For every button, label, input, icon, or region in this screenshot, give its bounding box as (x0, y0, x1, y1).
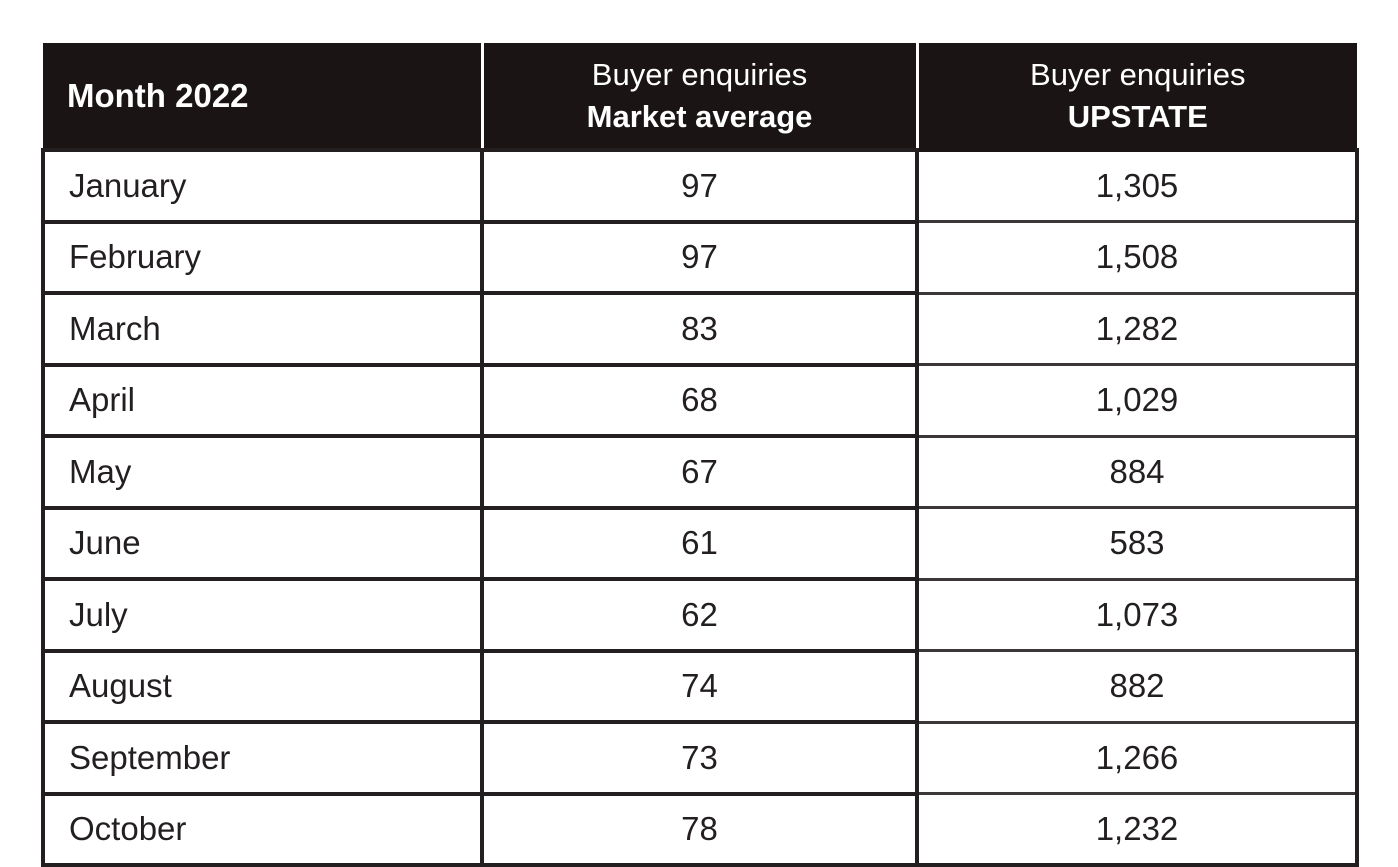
month-cell: July (41, 577, 484, 653)
month-cell: May (41, 434, 484, 510)
market-average-cell: 62 (480, 577, 919, 653)
upstate-cell: 1,508 (915, 220, 1359, 295)
month-cell: June (41, 505, 484, 581)
header-cell-month: Month 2022 (43, 43, 484, 150)
market-average-cell: 67 (480, 434, 919, 510)
month-cell: August (41, 648, 484, 724)
market-average-cell: 73 (480, 720, 919, 796)
upstate-cell: 583 (915, 506, 1359, 581)
header-upstate-label: UPSTATE (1067, 98, 1208, 134)
table-row-june: June 61 583 (41, 505, 1359, 581)
market-average-cell: 83 (480, 291, 919, 367)
table-header: Month 2022 Buyer enquiries Market averag… (43, 43, 1357, 150)
month-cell: March (41, 291, 484, 367)
upstate-cell: 1,266 (915, 720, 1359, 795)
table-row-march: March 83 1,282 (41, 291, 1359, 367)
table-row-september: September 73 1,266 (41, 720, 1359, 796)
market-average-cell: 74 (480, 648, 919, 724)
header-cell-market-average: Buyer enquiries Market average (482, 43, 919, 150)
upstate-cell: 882 (915, 649, 1359, 724)
table-row-august: August 74 882 (41, 648, 1359, 724)
table-row-january: January 97 1,305 (41, 148, 1359, 224)
upstate-cell: 884 (915, 434, 1359, 509)
market-average-cell: 78 (480, 791, 919, 867)
month-cell: April (41, 362, 484, 438)
table-row-may: May 67 884 (41, 434, 1359, 510)
header-row: Month 2022 Buyer enquiries Market averag… (43, 43, 1357, 150)
table-row-april: April 68 1,029 (41, 362, 1359, 438)
buyer-enquiries-table: Month 2022 Buyer enquiries Market averag… (41, 43, 1359, 867)
table-row-october: October 78 1,232 (41, 791, 1359, 867)
table-row-july: July 62 1,073 (41, 577, 1359, 653)
market-average-cell: 68 (480, 362, 919, 438)
month-cell: January (41, 148, 484, 224)
month-cell: February (41, 219, 484, 295)
month-cell: September (41, 720, 484, 796)
month-cell: October (41, 791, 484, 867)
header-cell-upstate: Buyer enquiries UPSTATE (917, 43, 1357, 150)
header-month-label: Month 2022 (67, 76, 249, 114)
header-market-average-label: Market average (586, 98, 813, 134)
market-average-cell: 97 (480, 148, 919, 224)
upstate-cell: 1,282 (915, 291, 1359, 366)
table-row-february: February 97 1,508 (41, 219, 1359, 295)
market-average-cell: 61 (480, 505, 919, 581)
upstate-cell: 1,305 (915, 148, 1359, 223)
upstate-cell: 1,029 (915, 363, 1359, 438)
upstate-cell: 1,232 (915, 792, 1359, 867)
table-body: January 97 1,305 February 97 1,508 March… (41, 148, 1359, 867)
upstate-cell: 1,073 (915, 577, 1359, 652)
header-buyer-enquiries-label: Buyer enquiries (591, 56, 808, 92)
header-buyer-enquiries-label-2: Buyer enquiries (1030, 56, 1246, 92)
market-average-cell: 97 (480, 219, 919, 295)
